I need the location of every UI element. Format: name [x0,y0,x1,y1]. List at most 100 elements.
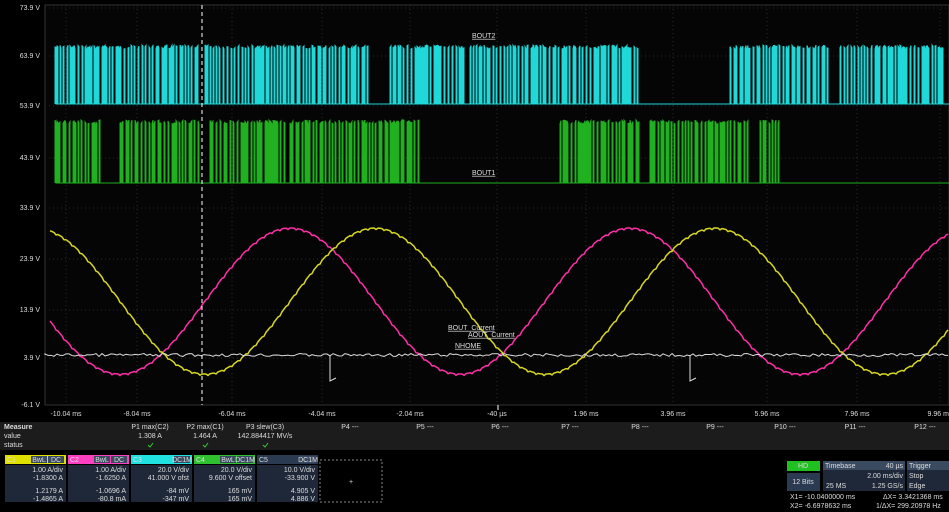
status-check [147,442,154,448]
trigger-state: Stop [909,473,924,480]
timebase-title: Timebase [825,463,856,470]
y-axis-label: 33.9 V [20,205,41,212]
measure-value: 142.884417 MV/s [238,433,293,440]
y-axis-label: -6.1 V [21,402,40,409]
measure-param: P3 slew(C3) [246,424,284,431]
channel-tag [237,456,253,463]
channel-value: -1.0696 A [96,488,126,495]
channel-header[interactable] [257,455,318,464]
channel-body[interactable] [68,465,129,502]
channel-name: C1 [7,457,16,464]
trace-label: BOUT_Current [448,325,495,332]
x-axis-label: -4.04 ms [308,411,336,418]
measure-param: P10 --- [774,424,796,431]
channel-value: 165 mV [228,496,252,503]
channel-tag-text: DC1M [298,457,318,464]
trigger-kind: Edge [909,483,925,490]
trace-label: NHOME [455,343,481,350]
measure-param: P12 --- [914,424,936,431]
channel-tag-text: BwL [221,457,235,464]
measure-panel [0,422,949,450]
measure-param: P11 --- [845,424,867,431]
channel-value: 1.00 A/div [95,467,126,474]
channel-header[interactable] [131,455,192,464]
timebase-samples: 25 MS [826,483,847,490]
channel-name: C2 [70,457,79,464]
y-axis-label: 23.9 V [20,256,41,263]
channel-tag-text: DC1M [235,457,255,464]
y-axis-label: 53.9 V [20,103,41,110]
timebase-header [823,461,905,470]
row-label: value [4,433,21,440]
channel-value: -1.4865 A [33,496,63,503]
measure-value: 1.464 A [193,433,217,440]
add-channel-label: + [349,479,353,486]
x-axis-label: -2.04 ms [396,411,424,418]
trace-label: BOUT1 [472,170,495,177]
x-axis-label: 9.96 ms [928,411,949,418]
sine-trace [49,227,949,377]
pulse-trace [54,43,949,105]
measure-param: P5 --- [416,424,434,431]
channel-value: -1.8300 A [33,475,63,482]
measure-value: 1.308 A [138,433,162,440]
y-axis-label: 3.9 V [24,355,41,362]
channel-value: -1.6250 A [96,475,126,482]
status-check [202,442,209,448]
measure-title: Measure [4,424,33,431]
channel-tag [300,456,316,463]
cursor-dx: ΔX= 3.3421368 ms [883,494,943,501]
channel-name: C4 [196,457,205,464]
channel-value: -84 mV [166,488,189,495]
channel-tag-text: BwL [95,457,109,464]
hd-text: HD [798,463,808,470]
bits-box [787,473,820,491]
channel-body[interactable] [257,465,318,502]
x-axis-label: -6.04 ms [218,411,246,418]
channel-tag-text: DC1M [172,457,192,464]
channel-value: 4.886 V [291,496,315,503]
cursor-x2: X2= -6.6978632 ms [790,503,852,510]
measure-param: P2 max(C1) [186,424,223,431]
hd-badge [787,461,820,471]
y-axis-label: 13.9 V [20,307,41,314]
channel-tag [48,456,64,463]
trigger-title: Trigger [909,463,932,470]
channel-tag [94,456,110,463]
channel-body[interactable] [194,465,255,502]
channel-tag [220,456,236,463]
channel-tag [174,456,190,463]
y-axis-label: 63.9 V [20,53,41,60]
bits-text: 12 Bits [792,479,814,486]
x-axis-label: 7.96 ms [845,411,870,418]
channel-value: -80.8 mA [98,496,127,503]
y-axis-label: 43.9 V [20,155,41,162]
trace-label: BOUT2 [472,33,495,40]
channel-tag-text: DC [114,457,124,464]
channel-tag [111,456,127,463]
channel-body[interactable] [5,465,66,502]
channel-value: 20.0 V/div [221,467,253,474]
channel-body[interactable] [131,465,192,502]
channel-value: 10.0 V/div [284,467,316,474]
measure-param: P4 --- [341,424,359,431]
x-axis-label: -10.04 ms [50,411,82,418]
y-axis-label: 73.9 V [20,5,41,12]
x-axis-label: -40 µs [487,411,507,418]
channel-value: 41.000 V ofst [148,475,189,482]
channel-tag-text: DC [51,457,61,464]
row-label: status [4,442,23,449]
x-axis-label: -8.04 ms [123,411,151,418]
measure-param: P1 max(C2) [131,424,168,431]
channel-tag-text: BwL [32,457,46,464]
measure-param: P7 --- [561,424,579,431]
trigger-header [907,461,949,470]
channel-value: 1.00 A/div [32,467,63,474]
timebase-rate: 1.25 GS/s [872,483,904,490]
channel-tag [31,456,47,463]
channel-value: 20.0 V/div [158,467,190,474]
channel-value: 165 mV [228,488,252,495]
timebase-div: 2.00 ms/div [867,473,903,480]
pulse-trace [54,118,949,184]
